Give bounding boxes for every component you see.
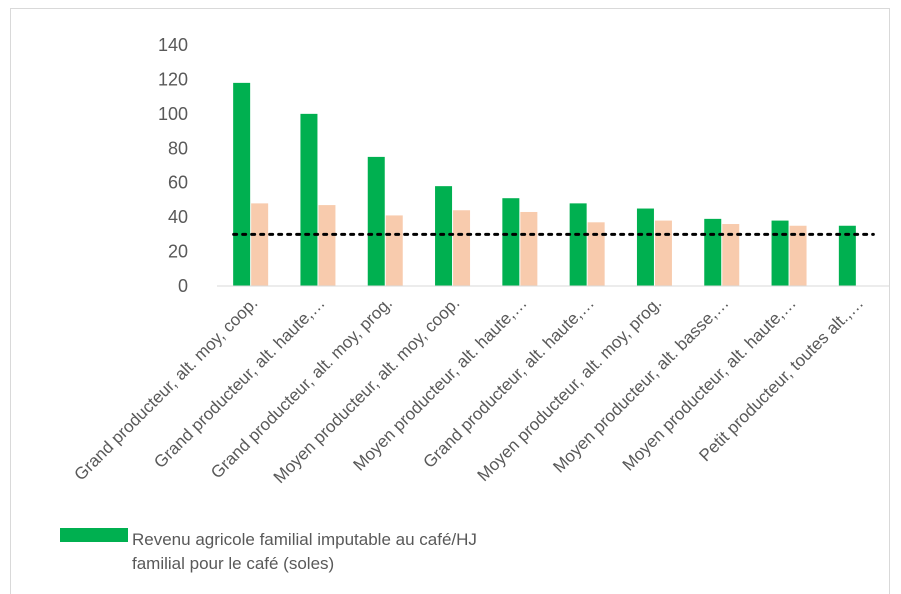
legend-label: familial pour le café (soles) (132, 554, 334, 573)
legend-label: Revenu agricole familial imputable au ca… (132, 530, 477, 549)
bar-series-2 (251, 203, 269, 286)
bar-series-1 (367, 156, 385, 286)
bar-series-2 (385, 215, 403, 286)
bar-series-1 (435, 186, 453, 286)
y-tick-label: 20 (168, 242, 188, 262)
x-axis: Grand producteur, alt. moy, coop.Grand p… (71, 285, 890, 487)
bar-series-2 (318, 205, 336, 286)
bar-series-1 (300, 113, 318, 286)
bars (233, 82, 856, 286)
bar-series-1 (569, 203, 587, 286)
y-tick-label: 100 (158, 104, 188, 124)
bar-series-1 (636, 208, 654, 286)
y-tick-label: 140 (158, 35, 188, 55)
bar-series-2 (587, 222, 605, 286)
y-tick-label: 120 (158, 69, 188, 89)
bar-series-2 (453, 210, 471, 286)
bar-series-1 (704, 218, 722, 286)
chart-frame (10, 8, 890, 594)
y-tick-label: 0 (178, 276, 188, 296)
bar-series-1 (233, 82, 251, 286)
y-tick-label: 40 (168, 207, 188, 227)
y-tick-label: 60 (168, 173, 188, 193)
bar-series-2 (520, 211, 538, 286)
bar-series-2 (722, 224, 740, 286)
bar-series-2 (789, 225, 807, 286)
bar-series-1 (502, 198, 520, 286)
y-tick-label: 80 (168, 138, 188, 158)
legend-swatch (60, 528, 128, 542)
y-axis: 0 20 40 60 80 100 120 140 (158, 35, 188, 296)
legend: Revenu agricole familial imputable au ca… (60, 528, 477, 573)
bar-series-2 (654, 220, 672, 286)
bar-series-1 (771, 220, 789, 286)
bar-series-1 (838, 225, 856, 286)
